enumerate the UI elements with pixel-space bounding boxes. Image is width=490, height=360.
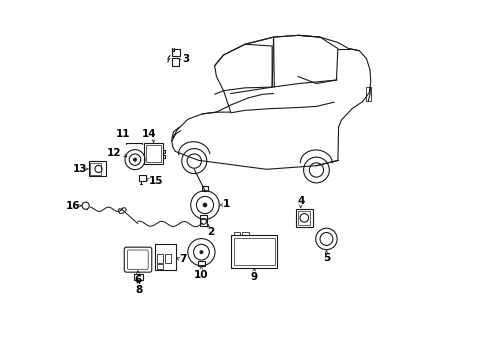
Bar — [366, 87, 371, 102]
Bar — [242, 232, 248, 235]
Text: 6: 6 — [134, 275, 142, 285]
Text: 13: 13 — [73, 164, 87, 174]
Bar — [200, 215, 207, 226]
Circle shape — [200, 251, 203, 253]
Text: 7: 7 — [179, 253, 186, 264]
Bar — [155, 244, 176, 270]
Text: 1: 1 — [223, 199, 230, 209]
Bar — [144, 143, 163, 164]
Bar — [234, 238, 275, 265]
Bar — [157, 254, 163, 263]
Text: 14: 14 — [142, 129, 157, 139]
Text: 8: 8 — [135, 285, 142, 296]
Bar — [172, 58, 179, 66]
Bar — [157, 264, 163, 269]
Circle shape — [203, 203, 207, 207]
Bar — [89, 161, 106, 176]
Bar — [165, 254, 171, 263]
Bar — [234, 232, 240, 235]
Text: 11: 11 — [116, 129, 131, 139]
Text: 16: 16 — [66, 201, 80, 211]
Text: 3: 3 — [182, 54, 190, 64]
Text: 10: 10 — [194, 270, 209, 280]
Bar — [198, 261, 205, 266]
Bar — [172, 49, 180, 56]
Bar — [202, 186, 208, 191]
Bar — [296, 208, 313, 227]
Bar — [298, 211, 310, 225]
Text: 15: 15 — [149, 176, 164, 186]
Text: 4: 4 — [297, 196, 304, 206]
Circle shape — [134, 158, 136, 161]
Bar — [139, 175, 147, 181]
Text: 5: 5 — [323, 253, 330, 263]
Bar — [147, 145, 161, 162]
Text: 12: 12 — [107, 148, 122, 158]
Bar — [134, 274, 143, 280]
Bar — [231, 235, 277, 267]
Text: 9: 9 — [251, 272, 258, 282]
Bar — [90, 163, 100, 175]
Text: 2: 2 — [207, 227, 215, 237]
